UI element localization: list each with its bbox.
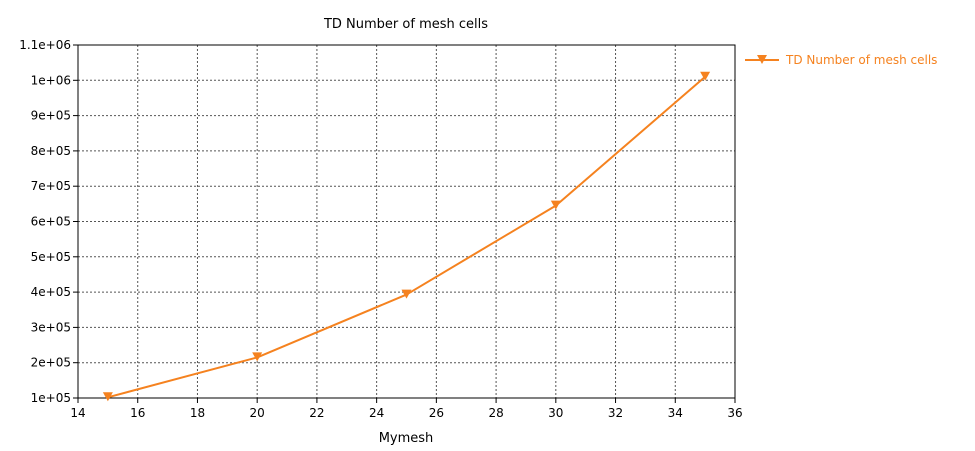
x-tick-label: 32 [608, 406, 623, 420]
data-point-marker [700, 71, 711, 81]
y-tick-label: 4e+05 [31, 285, 71, 299]
x-tick-label: 18 [190, 406, 205, 420]
x-tick-label: 36 [727, 406, 742, 420]
y-tick-label: 5e+05 [31, 250, 71, 264]
x-tick-label: 26 [429, 406, 444, 420]
y-tick-label: 7e+05 [31, 179, 71, 193]
legend[interactable]: TD Number of mesh cells [745, 53, 937, 67]
chart-title: TD Number of mesh cells [323, 17, 488, 32]
x-tick-label: 22 [309, 406, 324, 420]
data-point-marker [252, 352, 263, 362]
grid-lines [78, 45, 735, 398]
data-point-marker [102, 392, 113, 402]
y-tick-label: 8e+05 [31, 144, 71, 158]
x-axis-label: Mymesh [379, 431, 434, 446]
series-layer [102, 71, 711, 402]
legend-label: TD Number of mesh cells [785, 53, 937, 67]
y-tick-label: 6e+05 [31, 215, 71, 229]
x-axis: 14 16 18 20 22 24 26 28 30 32 34 36 [70, 398, 743, 420]
y-tick-label: 3e+05 [31, 320, 71, 334]
x-tick-label: 16 [130, 406, 145, 420]
y-tick-label: 1.1e+06 [19, 38, 71, 52]
y-tick-label: 2e+05 [31, 356, 71, 370]
y-tick-label: 1e+05 [31, 391, 71, 405]
y-axis: 1e+05 2e+05 3e+05 4e+05 5e+05 6e+05 7e+05 8e+05… [19, 38, 78, 405]
data-point-marker [401, 289, 412, 299]
x-tick-label: 28 [488, 406, 503, 420]
x-tick-label: 24 [369, 406, 384, 420]
x-tick-label: 30 [548, 406, 563, 420]
y-tick-label: 9e+05 [31, 109, 71, 123]
data-point-marker [550, 200, 561, 210]
x-tick-label: 20 [250, 406, 265, 420]
legend-marker [757, 55, 767, 64]
x-tick-label: 34 [668, 406, 683, 420]
y-tick-label: 1e+06 [31, 73, 71, 87]
x-tick-label: 14 [70, 406, 85, 420]
